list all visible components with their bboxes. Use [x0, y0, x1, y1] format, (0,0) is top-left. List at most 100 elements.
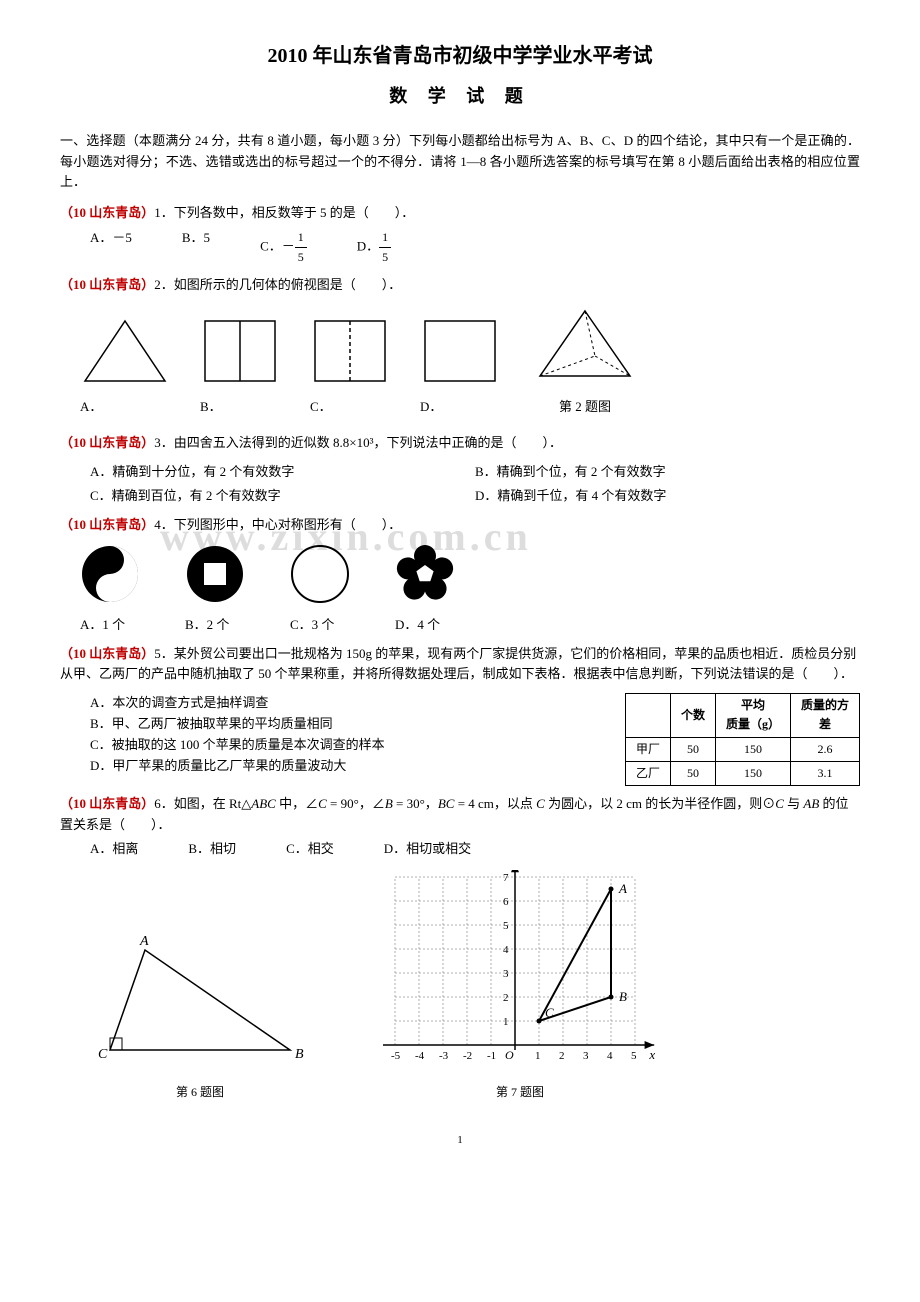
q6-opt-d: D．相切或相交: [384, 839, 471, 860]
square-split-icon: [200, 316, 280, 386]
q4-icon-3: C．3 个: [290, 544, 350, 636]
q5-opt-d: D．甲厂苹果的质量比乙厂苹果的质量波动大: [90, 756, 605, 777]
svg-text:1: 1: [535, 1050, 541, 1062]
svg-text:2: 2: [503, 992, 509, 1004]
svg-text:5: 5: [631, 1050, 637, 1062]
q4-icon-1: A．1 个: [80, 544, 140, 636]
q5-opt-b: B．甲、乙两厂被抽取苹果的平均质量相同: [90, 714, 605, 735]
question-1: （10 山东青岛）1．下列各数中，相反数等于 5 的是（ ）． A．－5 B．5…: [60, 203, 860, 267]
q6-opt-b: B．相切: [188, 839, 236, 860]
svg-text:C: C: [545, 1005, 554, 1020]
q5-opt-a: A．本次的调查方式是抽样调查: [90, 693, 605, 714]
q3-options: A．精确到十分位，有 2 个有效数字 B．精确到个位，有 2 个有效数字 C．精…: [90, 462, 860, 508]
q5-text: 5．某外贸公司要出口一批规格为 150g 的苹果，现有两个厂家提供货源，它们的价…: [60, 646, 856, 682]
q4-icon-2: B．2 个: [185, 544, 245, 636]
svg-text:2: 2: [559, 1050, 565, 1062]
source-tag: （10 山东青岛）: [60, 277, 154, 292]
table-cell: 乙厂: [625, 761, 670, 785]
q2-shape-d: D．: [420, 316, 500, 418]
pyramid-icon: [530, 306, 640, 386]
table-cell: 2.6: [790, 737, 859, 761]
question-4: （10 山东青岛）4．下列图形中，中心对称图形有（ ）．: [60, 515, 860, 536]
four-petal-icon: [290, 544, 350, 604]
svg-text:-1: -1: [487, 1050, 496, 1062]
q4-text: 4．下列图形中，中心对称图形有（ ）．: [154, 517, 401, 532]
q2-shapes: A． B． C． D． 第 2 题图: [80, 306, 860, 418]
q6-opt-a: A．相离: [90, 839, 138, 860]
svg-text:4: 4: [607, 1050, 613, 1062]
q5-table: 个数 平均 质量（g） 质量的方 差 甲厂 50 150 2.6 乙厂 50 1…: [625, 693, 860, 786]
question-5: （10 山东青岛）5．某外贸公司要出口一批规格为 150g 的苹果，现有两个厂家…: [60, 644, 860, 686]
svg-text:B: B: [619, 989, 627, 1004]
question-3: （10 山东青岛）3．由四舍五入法得到的近似数 8.8×10³，下列说法中正确的…: [60, 433, 860, 507]
title-sub: 数 学 试 题: [60, 82, 860, 111]
table-header: 平均 质量（g）: [715, 694, 790, 737]
svg-text:-4: -4: [415, 1050, 425, 1062]
page-number: 1: [60, 1132, 860, 1150]
svg-text:C: C: [98, 1047, 108, 1062]
q1-opt-c: C．－15: [260, 228, 307, 267]
source-tag: （10 山东青岛）: [60, 517, 154, 532]
question-6: （10 山东青岛）6．如图，在 Rt△ABC 中，∠C = 90°，∠B = 3…: [60, 794, 860, 860]
q1-opt-a: A．－5: [90, 228, 132, 267]
table-cell: 甲厂: [625, 737, 670, 761]
question-2: （10 山东青岛）2．如图所示的几何体的俯视图是（ ）．: [60, 275, 860, 296]
figures-row: A B C 第 6 题图 -5-4-3-2-1O123451234567xyAB…: [90, 870, 860, 1102]
svg-text:6: 6: [503, 896, 509, 908]
q4-icons: A．1 个 B．2 个 C．3 个: [80, 544, 860, 636]
square-dashed-icon: [310, 316, 390, 386]
q6-options: A．相离 B．相切 C．相交 D．相切或相交: [90, 839, 860, 860]
yinyang-icon: [80, 544, 140, 604]
q4-icon-4: D．4 个: [395, 544, 455, 636]
table-cell: 150: [715, 737, 790, 761]
table-cell: 150: [715, 761, 790, 785]
svg-text:1: 1: [503, 1016, 509, 1028]
q5-options: A．本次的调查方式是抽样调查 B．甲、乙两厂被抽取苹果的平均质量相同 C．被抽取…: [90, 693, 605, 776]
q3-opt-b: B．精确到个位，有 2 个有效数字: [475, 462, 860, 483]
q3-opt-c: C．精确到百位，有 2 个有效数字: [90, 486, 475, 507]
figure-6: A B C 第 6 题图: [90, 930, 310, 1102]
q1-opt-d: D．15: [357, 228, 391, 267]
svg-text:7: 7: [503, 872, 509, 884]
q2-text: 2．如图所示的几何体的俯视图是（ ）．: [154, 277, 401, 292]
svg-text:x: x: [648, 1047, 655, 1062]
q2-shape-b: B．: [200, 316, 280, 418]
ring-square-icon: [185, 544, 245, 604]
right-triangle-icon: A B C: [90, 930, 310, 1070]
fig7-caption: 第 7 题图: [370, 1083, 670, 1102]
source-tag: （10 山东青岛）: [60, 646, 154, 661]
table-header: 个数: [670, 694, 715, 737]
q6-opt-c: C．相交: [286, 839, 334, 860]
svg-text:-3: -3: [439, 1050, 449, 1062]
table-header: 质量的方 差: [790, 694, 859, 737]
square-icon: [420, 316, 500, 386]
q1-options: A．－5 B．5 C．－15 D．15: [90, 228, 860, 267]
source-tag: （10 山东青岛）: [60, 205, 154, 220]
svg-text:5: 5: [503, 920, 509, 932]
triangle-icon: [80, 316, 170, 386]
q5-opt-c: C．被抽取的这 100 个苹果的质量是本次调查的样本: [90, 735, 605, 756]
table-cell: 3.1: [790, 761, 859, 785]
svg-text:3: 3: [583, 1050, 589, 1062]
q1-opt-b: B．5: [182, 228, 210, 267]
svg-text:3: 3: [503, 968, 509, 980]
svg-text:4: 4: [503, 944, 509, 956]
section-intro: 一、选择题（本题满分 24 分，共有 8 道小题，每小题 3 分）下列每小题都给…: [60, 131, 860, 193]
q2-solid: 第 2 题图: [530, 306, 640, 418]
figure-7: -5-4-3-2-1O123451234567xyABC 第 7 题图: [370, 870, 670, 1102]
q3-text: 3．由四舍五入法得到的近似数 8.8×10³，下列说法中正确的是（ ）．: [154, 435, 562, 450]
q3-opt-d: D．精确到千位，有 4 个有效数字: [475, 486, 860, 507]
title-main: 2010 年山东省青岛市初级中学学业水平考试: [60, 40, 860, 72]
source-tag: （10 山东青岛）: [60, 435, 154, 450]
source-tag: （10 山东青岛）: [60, 796, 154, 811]
svg-text:B: B: [295, 1047, 304, 1062]
fig6-caption: 第 6 题图: [90, 1083, 310, 1102]
table-cell: 50: [670, 737, 715, 761]
q2-shape-a: A．: [80, 316, 170, 418]
table-header: [625, 694, 670, 737]
svg-text:O: O: [505, 1048, 514, 1062]
flower-pentagon-icon: [395, 544, 455, 604]
q3-opt-a: A．精确到十分位，有 2 个有效数字: [90, 462, 475, 483]
svg-text:-5: -5: [391, 1050, 401, 1062]
table-cell: 50: [670, 761, 715, 785]
